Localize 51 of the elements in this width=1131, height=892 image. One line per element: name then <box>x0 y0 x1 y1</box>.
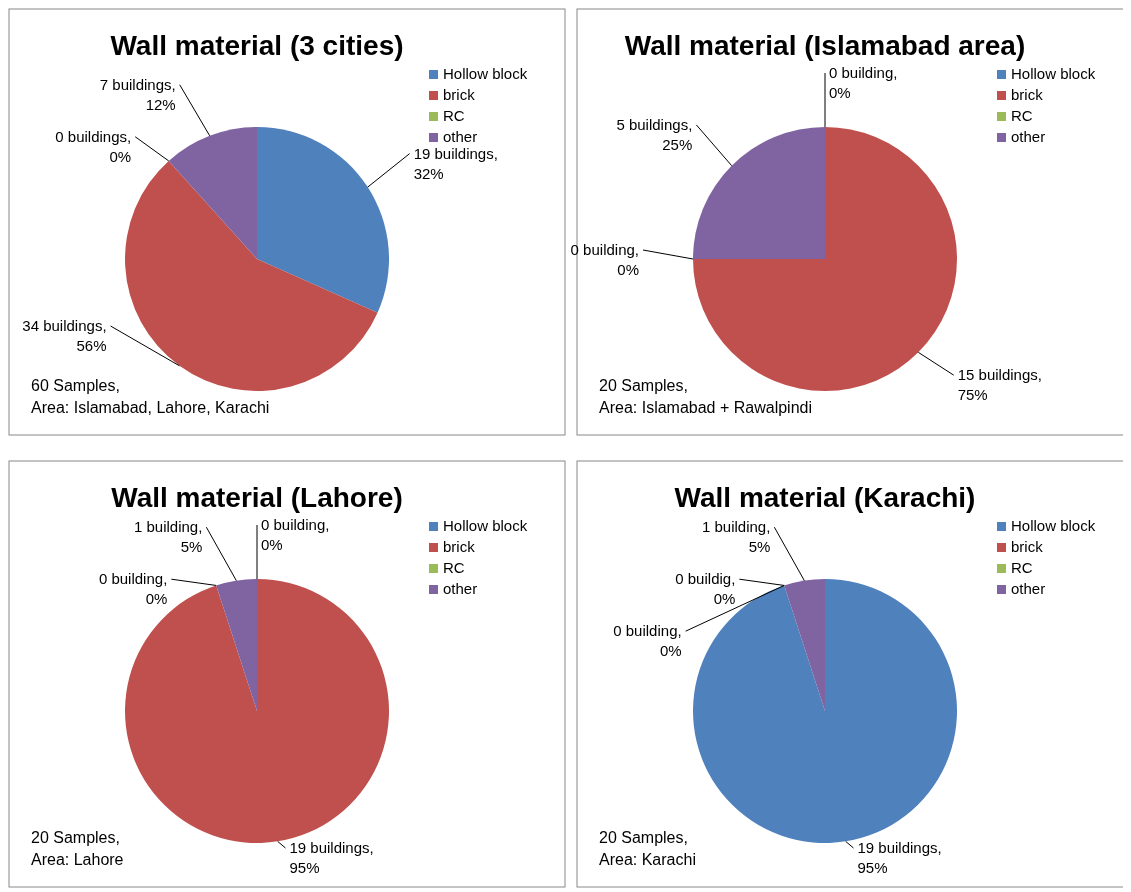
text: 20 Samples, <box>31 829 120 846</box>
chart-title: Wall material (Islamabad area) <box>624 30 1026 61</box>
text: Area: Karachi <box>599 851 696 868</box>
legend-label: Hollow block <box>443 517 528 534</box>
text: Area: Islamabad + Rawalpindi <box>599 399 813 416</box>
legend-label: brick <box>443 538 476 555</box>
text: Area: Islamabad, Lahore, Karachi <box>31 399 270 416</box>
legend-label: brick <box>1011 86 1044 103</box>
legend-label: RC <box>443 107 465 124</box>
legend-label: brick <box>1011 538 1044 555</box>
text: 20 Samples, <box>599 829 688 846</box>
legend-label: other <box>1011 580 1046 597</box>
text: 0 buildig, 0% <box>675 570 736 608</box>
legend-label: RC <box>1011 107 1033 124</box>
text: 0 building, 0% <box>829 64 898 101</box>
data-label: 19 buildings, 32% <box>413 144 498 182</box>
text: 0 building, 0% <box>98 570 168 608</box>
pie-slice <box>257 127 389 313</box>
pie-slice <box>216 579 257 711</box>
data-label: 1 building, 5% <box>701 518 771 556</box>
data-label: 15 buildings, 75% <box>957 366 1042 404</box>
text: 0 buildings, 0% <box>55 127 132 165</box>
text: 0 building, 0% <box>570 241 639 278</box>
legend-label: other <box>1011 128 1046 145</box>
chart-title: Wall material (3 cities) <box>110 30 404 61</box>
legend-label: Hollow block <box>443 65 528 82</box>
text: 60 Samples, <box>31 377 120 394</box>
data-label: 7 buildings, 12% <box>99 75 176 113</box>
legend-label: RC <box>443 559 465 576</box>
text: Area: Lahore <box>31 851 124 868</box>
legend-label: brick <box>443 86 476 103</box>
pie-slice <box>784 579 825 711</box>
data-label: 34 buildings, 56% <box>22 317 107 354</box>
text: 20 Samples, <box>599 377 688 394</box>
pie-slice <box>125 160 378 391</box>
data-label: 1 building, 5% <box>133 518 203 556</box>
text: 0 building, 0% <box>261 516 330 553</box>
legend-label: other <box>443 128 478 145</box>
legend-label: other <box>443 580 478 597</box>
pie-slice <box>693 127 957 391</box>
data-label: 5 buildings, 25% <box>616 115 693 153</box>
text: 0 building, 0% <box>613 622 682 660</box>
pie-slice <box>693 127 825 259</box>
legend-label: Hollow block <box>1011 65 1096 82</box>
data-label: 19 buildings, 95% <box>857 839 942 876</box>
legend-label: Hollow block <box>1011 517 1096 534</box>
chart-title: Wall material (Karachi) <box>674 482 976 513</box>
data-label: 19 buildings, 95% <box>289 839 374 876</box>
pie-slice <box>168 127 257 259</box>
chart-title: Wall material (Lahore) <box>111 482 403 513</box>
legend-label: RC <box>1011 559 1033 576</box>
